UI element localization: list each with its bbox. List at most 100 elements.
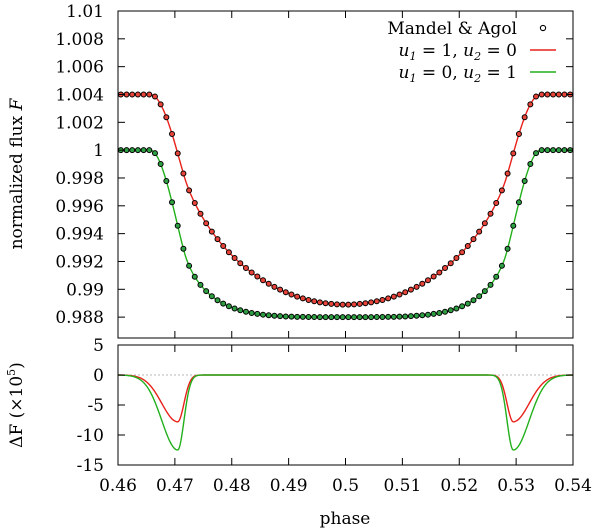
mandel-agol-point: [254, 273, 261, 280]
mandel-agol-point: [385, 295, 392, 302]
mandel-agol-point: [339, 314, 346, 321]
mandel-agol-point: [481, 220, 488, 227]
mandel-agol-point: [237, 307, 244, 314]
mandel-agol-point: [208, 228, 215, 235]
mandel-agol-point: [515, 199, 522, 206]
mandel-agol-point: [214, 297, 221, 304]
mandel-agol-point: [498, 262, 505, 269]
mandel-agol-point: [146, 147, 153, 154]
mandel-agol-point: [470, 236, 477, 243]
mandel-agol-point: [390, 293, 397, 300]
flux-y-tick-label: 1.004: [55, 85, 104, 105]
flux-y-tick-label: 1.006: [55, 58, 104, 78]
mandel-agol-point: [424, 277, 431, 284]
x-tick-label: 0.5: [332, 476, 359, 496]
mandel-agol-point: [351, 314, 358, 321]
mandel-agol-point: [459, 249, 466, 256]
mandel-agol-point: [191, 200, 198, 207]
residual-y-tick-label: -5: [87, 396, 104, 416]
flux-y-tick-label: 1.008: [55, 30, 104, 50]
mandel-agol-point: [402, 289, 409, 296]
flux-y-tick-label: 0.99: [66, 280, 104, 300]
mandel-agol-point: [140, 91, 147, 98]
mandel-agol-point: [311, 298, 318, 305]
mandel-agol-point: [544, 147, 551, 154]
mandel-agol-point: [140, 147, 147, 154]
flux-y-tick-label: 1.002: [55, 113, 104, 133]
mandel-agol-point: [288, 291, 295, 298]
mandel-agol-point: [265, 312, 272, 319]
flux-curve-u1-1-u2-0: [118, 93, 573, 306]
mandel-agol-point: [277, 286, 284, 293]
mandel-agol-point: [453, 254, 460, 261]
mandel-agol-point: [191, 273, 198, 280]
mandel-agol-point: [322, 300, 329, 307]
x-tick-label: 0.46: [99, 476, 137, 496]
mandel-agol-point: [550, 147, 557, 154]
mandel-agol-point: [225, 249, 232, 256]
mandel-agol-point: [476, 228, 483, 235]
flux-y-tick-label: 0.992: [55, 252, 104, 272]
mandel-agol-point: [430, 310, 437, 317]
mandel-agol-point: [180, 170, 187, 177]
mandel-agol-point: [527, 161, 534, 168]
mandel-agol-point: [481, 288, 488, 295]
mandel-agol-point: [134, 91, 141, 98]
flux-y-tick-label: 0.988: [55, 308, 104, 328]
mandel-agol-point: [174, 150, 181, 157]
mandel-agol-point: [163, 114, 170, 121]
x-tick-label: 0.49: [270, 476, 308, 496]
mandel-agol-point: [390, 313, 397, 320]
mandel-agol-point: [157, 161, 164, 168]
mandel-agol-point: [328, 314, 335, 321]
mandel-agol-point: [436, 269, 443, 276]
mandel-agol-point: [305, 296, 312, 303]
mandel-agol-point: [345, 314, 352, 321]
residual-y-tick-label: -15: [77, 456, 104, 476]
mandel-agol-point: [447, 260, 454, 267]
residual-y-axis-title: ΔF (×105): [5, 362, 27, 448]
mandel-agol-point: [510, 222, 517, 229]
flux-curve-u1-0-u2-1: [118, 149, 573, 318]
x-axis-title: phase: [320, 509, 371, 529]
mandel-agol-point: [555, 147, 562, 154]
mandel-agol-point: [527, 101, 534, 108]
residual-panel: -15 -10 -5 0 5 0.46 0.47 0.48 0.49 0.5 0.51 0.52 0.…: [5, 336, 592, 529]
mandel-agol-point: [407, 313, 414, 320]
mandel-agol-point: [373, 298, 380, 305]
mandel-agol-point: [487, 210, 494, 217]
mandel-agol-point: [442, 308, 449, 315]
mandel-agol-point: [277, 313, 284, 320]
mandel-agol-point: [203, 288, 210, 295]
mandel-agol-point: [208, 293, 215, 300]
mandel-agol-point: [231, 305, 238, 312]
legend-label-green: u1 = 0, u2 = 1: [399, 63, 517, 85]
mandel-agol-point: [333, 301, 340, 308]
mandel-agol-point: [294, 293, 301, 300]
mandel-agol-point: [555, 91, 562, 98]
mandel-agol-point: [368, 314, 375, 321]
x-tick-label: 0.52: [440, 476, 478, 496]
mandel-agol-point: [538, 91, 545, 98]
mandel-agol-point: [345, 301, 352, 308]
residual-y-tick-label: 5: [93, 336, 104, 356]
mandel-agol-point: [351, 301, 358, 308]
x-tick-label: 0.48: [213, 476, 251, 496]
mandel-agol-point: [134, 147, 141, 154]
mandel-agol-point: [220, 300, 227, 307]
mandel-agol-point: [197, 210, 204, 217]
mandel-agol-point: [356, 314, 363, 321]
mandel-agol-point: [146, 91, 153, 98]
mandel-agol-point: [299, 313, 306, 320]
mandel-agol-point: [316, 314, 323, 321]
mandel-agol-point: [299, 295, 306, 302]
mandel-agol-point: [368, 299, 375, 306]
mandel-agol-point: [163, 177, 170, 184]
mandel-agol-point: [197, 281, 204, 288]
mandel-agol-point: [487, 281, 494, 288]
x-tick-label: 0.51: [383, 476, 421, 496]
mandel-agol-point: [498, 187, 505, 194]
flux-y-axis-title: normalized flux F: [7, 97, 27, 249]
mandel-agol-point: [265, 280, 272, 287]
mandel-agol-point: [294, 313, 301, 320]
